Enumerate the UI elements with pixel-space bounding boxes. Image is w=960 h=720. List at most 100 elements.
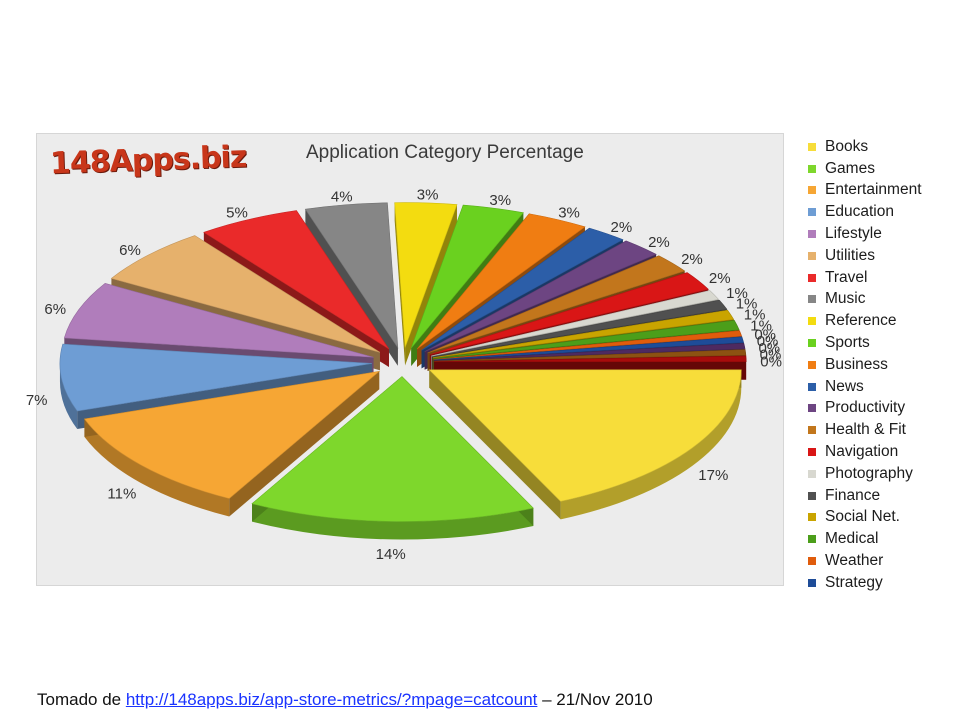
legend-item: Social Net. bbox=[808, 507, 958, 529]
legend-swatch bbox=[808, 491, 816, 500]
slice-percent-label: 2% bbox=[611, 219, 633, 236]
legend-label: Business bbox=[825, 355, 888, 373]
legend-label: Entertainment bbox=[825, 181, 922, 199]
slice-top bbox=[433, 320, 740, 359]
legend-label: Music bbox=[825, 290, 866, 308]
legend-item: Health & Fit bbox=[808, 419, 958, 441]
slice-top bbox=[433, 330, 743, 360]
pie-slice bbox=[394, 202, 458, 366]
slice-top bbox=[251, 376, 534, 522]
slice-percent-label: 1% bbox=[726, 285, 748, 302]
chart-title: Application Category Percentage bbox=[306, 142, 584, 163]
legend-swatch bbox=[808, 557, 816, 566]
legend-swatch bbox=[808, 317, 816, 326]
legend-label: Weather bbox=[825, 552, 884, 570]
slice-top bbox=[434, 342, 746, 361]
slice-percent-label: 3% bbox=[558, 204, 580, 221]
slice-side-wall bbox=[59, 363, 78, 430]
caption-date: – 21/Nov 2010 bbox=[537, 690, 653, 709]
legend-swatch bbox=[808, 339, 816, 348]
slice-top bbox=[59, 343, 373, 412]
legend-item: Sports bbox=[808, 332, 958, 354]
legend-item: Books bbox=[808, 136, 958, 158]
slice-percent-label: 0% bbox=[758, 340, 780, 357]
legend-label: Reference bbox=[825, 312, 897, 330]
slice-percent-label: 6% bbox=[44, 301, 66, 318]
legend-label: Medical bbox=[825, 530, 879, 548]
slice-top bbox=[63, 283, 374, 358]
legend-swatch bbox=[808, 360, 816, 369]
legend-item: Education bbox=[808, 201, 958, 223]
legend-label: Education bbox=[825, 203, 894, 221]
legend-swatch bbox=[808, 535, 816, 544]
source-link[interactable]: http://148apps.biz/app-store-metrics/?mp… bbox=[125, 690, 538, 709]
slice-percent-label: 14% bbox=[376, 546, 406, 563]
legend-item: News bbox=[808, 376, 958, 398]
legend-swatch bbox=[808, 578, 816, 587]
legend-label: News bbox=[825, 377, 864, 395]
slice-percent-label: 2% bbox=[709, 270, 731, 287]
legend-item: Weather bbox=[808, 550, 958, 572]
slice-cut-wall bbox=[405, 204, 457, 366]
slice-side-wall bbox=[84, 418, 230, 517]
slice-top bbox=[433, 336, 745, 361]
pie-slice bbox=[428, 369, 742, 520]
source-caption: Tomado de http://148apps.biz/app-store-m… bbox=[37, 690, 653, 710]
pie-slice bbox=[251, 376, 534, 540]
pie-slice bbox=[304, 202, 399, 366]
legend-swatch bbox=[808, 295, 816, 304]
slice-percent-label: 2% bbox=[681, 251, 703, 268]
slice-percent-label: 0% bbox=[757, 333, 779, 350]
legend-item: Travel bbox=[808, 267, 958, 289]
legend-swatch bbox=[808, 382, 816, 391]
slice-cut-wall bbox=[229, 371, 380, 517]
legend-label: Travel bbox=[825, 268, 868, 286]
legend-label: Sports bbox=[825, 334, 870, 352]
legend-swatch bbox=[808, 404, 816, 413]
slice-top bbox=[431, 290, 720, 357]
slice-percent-label: 0% bbox=[760, 347, 782, 364]
legend-label: Lifestyle bbox=[825, 225, 882, 243]
slice-top bbox=[110, 235, 381, 353]
chart-legend: Books Games Entertainment Education Lifestyl… bbox=[808, 136, 958, 594]
slice-top bbox=[394, 202, 458, 348]
slice-side-wall bbox=[560, 369, 742, 520]
legend-swatch bbox=[808, 513, 816, 522]
legend-label: Utilities bbox=[825, 246, 875, 264]
slice-top bbox=[432, 309, 735, 359]
slice-percent-label: 0% bbox=[760, 354, 782, 371]
legend-swatch bbox=[808, 251, 816, 260]
slice-top bbox=[203, 210, 390, 350]
legend-label: Social Net. bbox=[825, 508, 900, 526]
legend-swatch bbox=[808, 164, 816, 173]
slice-percent-label: 1% bbox=[750, 317, 772, 334]
slice-top bbox=[427, 255, 686, 354]
legend-label: Navigation bbox=[825, 443, 899, 461]
slice-percent-label: 3% bbox=[417, 186, 439, 203]
slice-top bbox=[432, 299, 728, 358]
slice-percent-label: 11% bbox=[107, 485, 136, 502]
legend-label: Finance bbox=[825, 486, 881, 504]
legend-item: Strategy bbox=[808, 572, 958, 594]
legend-swatch bbox=[808, 186, 816, 195]
slice-top bbox=[83, 370, 381, 499]
legend-swatch bbox=[808, 230, 816, 239]
legend-swatch bbox=[808, 142, 816, 151]
legend-label: Productivity bbox=[825, 399, 906, 417]
legend-item: Utilities bbox=[808, 245, 958, 267]
slice-top bbox=[421, 227, 624, 351]
legend-swatch bbox=[808, 448, 816, 457]
slice-top bbox=[416, 213, 586, 350]
legend-item: Finance bbox=[808, 485, 958, 507]
slice-top bbox=[304, 202, 399, 349]
slice-top bbox=[410, 204, 524, 349]
slice-top bbox=[429, 272, 709, 355]
slice-cut-wall bbox=[429, 369, 561, 520]
slice-percent-label: 17% bbox=[698, 467, 728, 484]
legend-label: Books bbox=[825, 137, 869, 155]
legend-label: Games bbox=[825, 159, 875, 177]
slice-percent-label: 0% bbox=[754, 326, 776, 343]
legend-item: Music bbox=[808, 289, 958, 311]
slice-percent-label: 6% bbox=[119, 242, 141, 259]
